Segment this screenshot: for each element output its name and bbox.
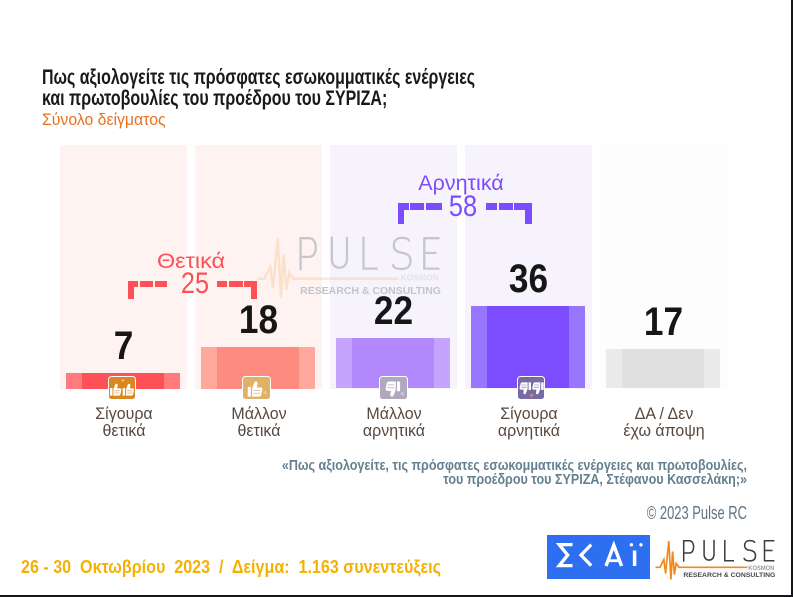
svg-text:KOSMON: KOSMON — [401, 273, 439, 282]
svg-text:RESEARCH & CONSULTING: RESEARCH & CONSULTING — [683, 572, 775, 579]
svg-text:KOSMON: KOSMON — [748, 565, 774, 572]
svg-text:RESEARCH & CONSULTING: RESEARCH & CONSULTING — [300, 286, 441, 297]
